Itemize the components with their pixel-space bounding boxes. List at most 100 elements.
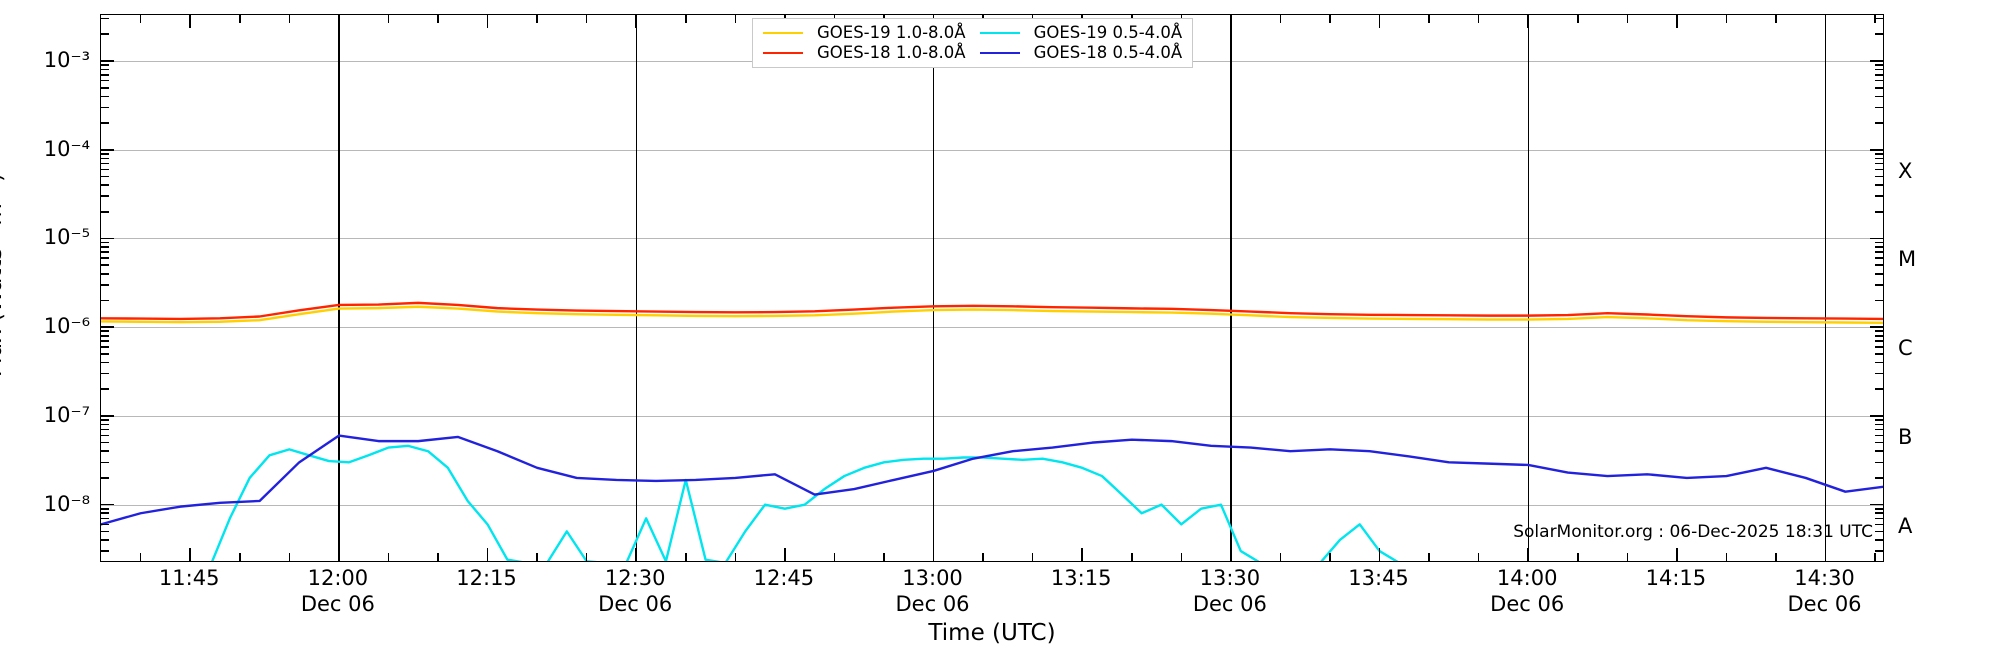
y-tick-major: [101, 503, 114, 506]
x-tick-major: [189, 548, 191, 561]
y-tick-minor: [101, 68, 109, 71]
plot-clip: [101, 15, 1883, 561]
y-tick-minor: [101, 184, 109, 186]
x-tick-major: [1230, 15, 1232, 28]
y-tick-minor: [1875, 73, 1883, 76]
x-tick-minor: [1180, 553, 1183, 561]
x-tick-date-label: Dec 06: [1787, 592, 1862, 616]
x-tick-major: [1824, 548, 1827, 561]
y-tick-minor: [1875, 423, 1883, 426]
y-tick-minor: [1875, 210, 1883, 213]
x-tick-minor: [288, 15, 291, 23]
x-tick-minor: [1725, 15, 1728, 23]
x-tick-minor: [684, 553, 687, 561]
y-tick-minor: [1875, 550, 1883, 552]
y-tick-minor: [101, 73, 109, 76]
time-marker-line: [1230, 15, 1232, 561]
series-line-3: [101, 434, 1883, 526]
x-tick-minor: [1626, 15, 1629, 23]
x-tick-major: [486, 548, 489, 561]
goes-class-label: M: [1898, 247, 1917, 272]
x-tick-minor: [1031, 553, 1034, 561]
x-tick-date-label: Dec 06: [598, 592, 673, 616]
x-tick-minor: [1428, 553, 1430, 561]
y-tick-minor: [1875, 106, 1883, 109]
y-tick-minor: [101, 450, 109, 453]
y-tick-label: 10⁻⁶: [43, 314, 90, 339]
x-tick-minor: [1329, 15, 1331, 23]
y-gridline: [101, 149, 1883, 151]
y-tick-minor: [101, 523, 109, 526]
y-tick-minor: [1875, 157, 1883, 160]
y-tick-minor: [101, 95, 109, 98]
x-tick-date-label: Dec 06: [300, 592, 375, 616]
x-tick-major: [1378, 15, 1381, 28]
y-tick-minor: [101, 517, 109, 520]
y-tick-minor: [1875, 86, 1883, 89]
chart-legend: GOES-19 1.0-8.0Å GOES-19 0.5-4.0Å GOES-18 …: [752, 18, 1194, 68]
y-tick-minor: [1875, 79, 1883, 82]
x-tick-minor: [1626, 553, 1629, 561]
x-tick-label: 11:45: [158, 566, 220, 590]
x-tick-minor: [684, 15, 687, 23]
y-tick-minor: [1875, 330, 1883, 333]
y-tick-major: [1870, 237, 1883, 240]
y-tick-minor: [1875, 64, 1883, 66]
y-tick-major: [101, 60, 114, 62]
x-tick-minor: [734, 15, 737, 23]
y-tick-minor: [101, 346, 109, 348]
y-tick-major: [101, 237, 114, 240]
y-tick-minor: [1875, 419, 1883, 421]
y-tick-minor: [1875, 517, 1883, 520]
y-tick-minor: [1875, 162, 1883, 165]
x-tick-minor: [1130, 553, 1133, 561]
x-tick-minor: [883, 553, 885, 561]
x-tick-major: [338, 548, 340, 561]
x-tick-minor: [387, 15, 390, 23]
x-tick-minor: [1775, 553, 1777, 561]
y-tick-major: [101, 415, 114, 417]
goes-class-label: B: [1898, 424, 1913, 449]
x-tick-minor: [387, 553, 390, 561]
x-tick-label: 13:30: [1199, 566, 1261, 590]
y-gridline: [101, 504, 1883, 506]
y-tick-minor: [101, 372, 109, 375]
time-marker-line: [338, 15, 340, 561]
y-tick-minor: [1875, 507, 1883, 510]
x-tick-major: [189, 15, 191, 28]
legend-label: GOES-19 1.0-8.0Å: [817, 23, 966, 42]
x-tick-minor: [536, 15, 538, 23]
y-tick-minor: [101, 419, 109, 421]
x-tick-minor: [139, 553, 142, 561]
y-tick-minor: [101, 299, 109, 302]
y-tick-minor: [101, 272, 109, 275]
x-tick-minor: [238, 15, 241, 23]
y-tick-major: [1870, 148, 1883, 151]
y-tick-minor: [101, 388, 109, 390]
y-tick-minor: [1875, 284, 1883, 286]
x-tick-major: [635, 548, 637, 561]
y-tick-minor: [1875, 530, 1883, 533]
x-tick-minor: [1576, 15, 1579, 23]
x-tick-major: [1527, 548, 1529, 561]
y-tick-minor: [1875, 68, 1883, 71]
x-tick-major: [932, 548, 935, 561]
x-tick-label: 14:00: [1496, 566, 1558, 590]
x-tick-label: 12:00: [307, 566, 369, 590]
x-tick-major: [1527, 15, 1529, 28]
x-tick-minor: [1775, 15, 1777, 23]
y-tick-minor: [101, 79, 109, 82]
y-tick-minor: [1875, 175, 1883, 178]
y-tick-minor: [101, 434, 109, 437]
x-tick-minor: [1329, 553, 1331, 561]
x-tick-label: 12:15: [456, 566, 517, 590]
y-tick-minor: [1875, 264, 1883, 266]
x-tick-minor: [139, 15, 142, 23]
y-tick-minor: [101, 251, 109, 253]
series-layer: [101, 301, 1883, 561]
y-tick-minor: [101, 530, 109, 533]
x-tick-label: 12:30: [604, 566, 666, 590]
y-tick-minor: [1875, 346, 1883, 348]
legend-label: GOES-18 1.0-8.0Å: [817, 43, 966, 62]
y-tick-minor: [1875, 372, 1883, 375]
